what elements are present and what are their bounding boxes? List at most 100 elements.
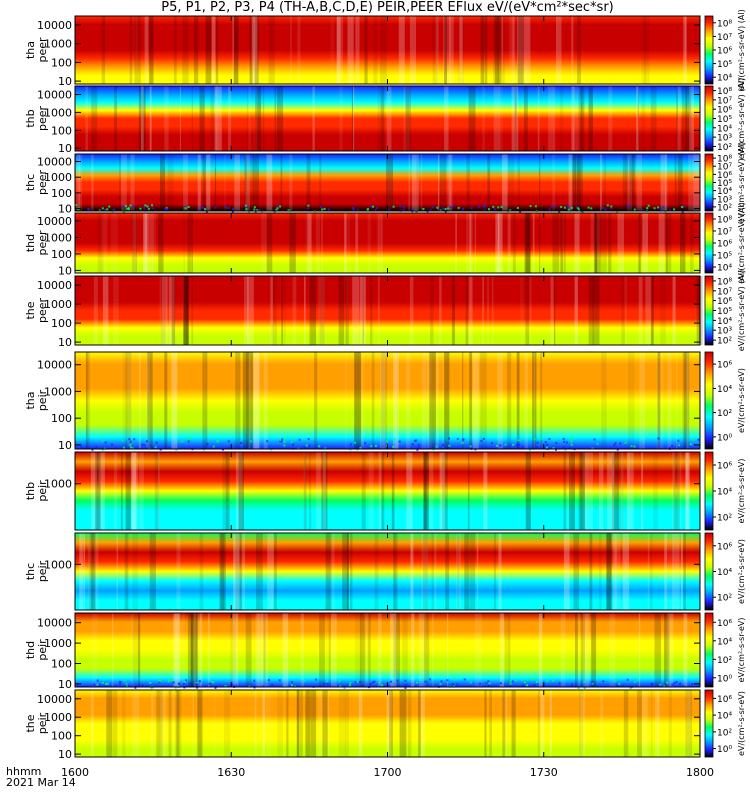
noise-speckle <box>149 682 152 684</box>
texture-streak <box>455 213 457 273</box>
texture-streak <box>466 154 470 211</box>
texture-streak <box>449 154 451 211</box>
noise-speckle <box>307 204 310 207</box>
texture-streak <box>85 352 90 449</box>
texture-streak <box>224 690 231 757</box>
colorbar-thc-peir <box>704 532 714 611</box>
noise-speckle <box>516 442 519 445</box>
noise-speckle <box>629 687 632 689</box>
texture-streak <box>686 352 689 449</box>
texture-streak <box>498 213 503 273</box>
texture-streak <box>354 352 361 449</box>
texture-streak <box>347 16 354 84</box>
texture-streak <box>377 276 380 345</box>
texture-streak <box>219 533 225 610</box>
colorbar-thd-peer <box>704 212 714 274</box>
colorbar-thb-peir <box>704 451 714 531</box>
texture-streak <box>468 86 476 151</box>
texture-streak <box>253 352 259 449</box>
noise-speckle <box>582 210 584 213</box>
texture-streak <box>677 154 683 211</box>
colorbar-thb-peer <box>704 85 714 152</box>
noise-speckle <box>536 441 539 444</box>
texture-streak <box>152 690 155 757</box>
colorbar-tha-peer <box>704 15 714 85</box>
texture-streak <box>261 613 268 687</box>
y-tick-label: 1000 <box>44 637 72 650</box>
noise-speckle <box>504 443 507 446</box>
texture-streak <box>432 613 434 687</box>
colorbar-unit-label: eV/(cm²-s-sr-eV) (Al) <box>737 270 746 351</box>
noise-speckle <box>509 679 512 682</box>
texture-streak <box>325 533 331 610</box>
texture-streak <box>281 276 284 345</box>
texture-streak <box>655 690 660 757</box>
colorbar-tick-label: 10⁷ <box>717 228 732 238</box>
texture-streak <box>524 352 528 449</box>
noise-speckle <box>151 204 153 207</box>
noise-speckle <box>653 207 656 210</box>
colorbar-tha-peir <box>704 351 714 450</box>
noise-speckle <box>182 683 185 686</box>
texture-streak <box>143 213 148 273</box>
texture-streak <box>232 16 235 84</box>
texture-streak <box>187 213 191 273</box>
noise-speckle <box>615 678 618 681</box>
noise-speckle <box>641 209 644 212</box>
noise-speckle <box>293 438 296 441</box>
texture-streak <box>617 452 624 530</box>
noise-speckle <box>318 445 321 448</box>
noise-speckle <box>231 211 234 213</box>
panel-label-probe: thc <box>24 563 37 580</box>
noise-speckle <box>444 210 447 213</box>
y-tick-label: 10000 <box>37 359 72 372</box>
texture-streak <box>114 452 118 530</box>
texture-streak <box>399 690 407 757</box>
noise-speckle <box>361 447 364 450</box>
texture-streak <box>443 16 445 84</box>
noise-speckle <box>381 684 384 687</box>
noise-speckle <box>485 681 488 684</box>
noise-speckle <box>683 205 686 208</box>
noise-speckle <box>622 685 625 688</box>
texture-streak <box>378 452 382 530</box>
texture-streak <box>220 533 226 610</box>
texture-streak <box>497 352 504 449</box>
texture-streak <box>484 16 488 84</box>
y-tick-label: 1000 <box>44 385 72 398</box>
texture-streak <box>495 213 500 273</box>
texture-streak <box>439 276 442 345</box>
texture-streak <box>482 86 485 151</box>
texture-streak <box>168 690 172 757</box>
texture-streak <box>158 452 160 530</box>
texture-streak <box>215 16 219 84</box>
texture-streak <box>352 86 355 151</box>
colorbar-tick-label: 10⁶ <box>717 619 732 629</box>
noise-speckle <box>526 678 529 681</box>
texture-streak <box>614 533 621 610</box>
texture-streak <box>381 452 385 530</box>
texture-streak <box>512 16 515 84</box>
colorbar-tick-label: 10⁰ <box>717 745 732 755</box>
noise-speckle <box>172 681 175 684</box>
texture-streak <box>338 276 345 345</box>
texture-streak <box>387 154 393 211</box>
noise-speckle <box>267 679 270 682</box>
noise-speckle <box>227 440 230 443</box>
noise-speckle <box>548 208 551 211</box>
noise-speckle <box>463 678 466 681</box>
texture-streak <box>202 352 208 449</box>
texture-streak <box>608 86 613 151</box>
texture-streak <box>432 16 438 84</box>
texture-streak <box>277 690 283 757</box>
noise-speckle <box>616 448 619 451</box>
texture-streak <box>147 352 153 449</box>
noise-speckle <box>222 448 224 451</box>
texture-streak <box>393 352 399 449</box>
noise-speckle <box>670 445 673 448</box>
texture-streak <box>199 533 204 610</box>
noise-speckle <box>187 206 190 208</box>
noise-speckle <box>555 442 558 445</box>
texture-streak <box>451 276 455 345</box>
texture-streak <box>608 213 612 273</box>
